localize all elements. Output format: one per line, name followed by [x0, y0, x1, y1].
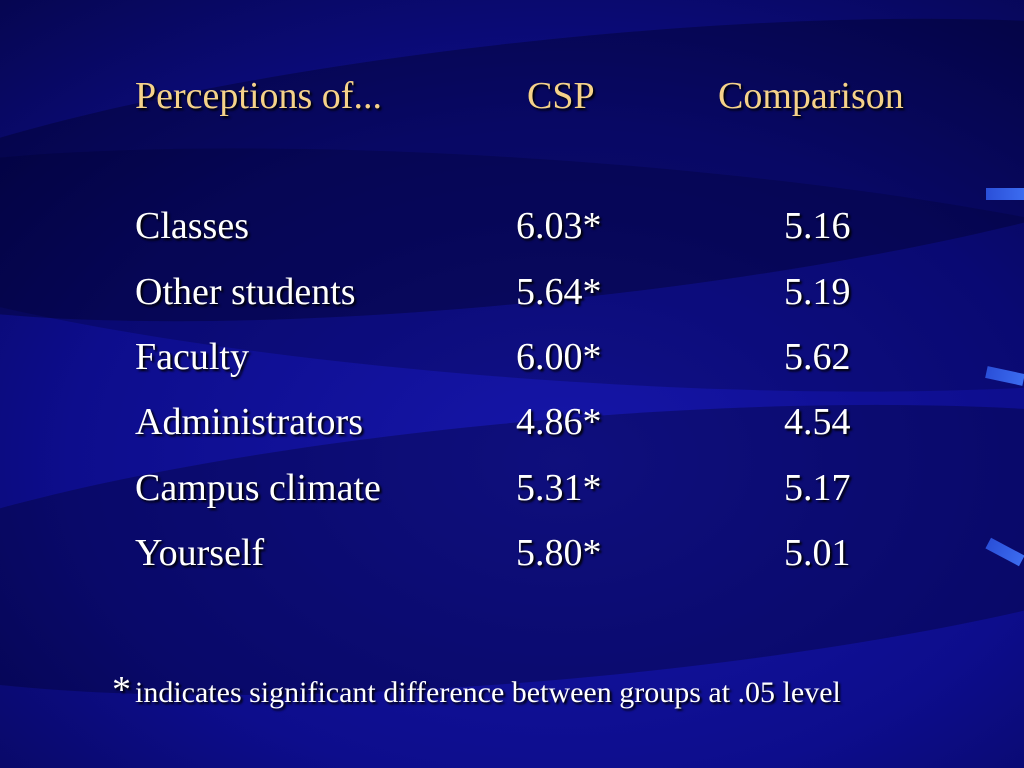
row-comparison-value: 5.62	[784, 336, 851, 378]
row-label: Administrators	[135, 401, 363, 443]
row-label: Faculty	[135, 336, 249, 378]
footnote-asterisk: *	[112, 669, 131, 711]
header-perceptions: Perceptions of...	[135, 75, 382, 117]
edge-accent-mark	[986, 188, 1024, 200]
row-label: Other students	[135, 271, 356, 313]
row-comparison-value: 5.19	[784, 271, 851, 313]
header-csp: CSP	[527, 75, 595, 117]
row-comparison-value: 5.16	[784, 205, 851, 247]
row-csp-value: 6.00*	[516, 336, 602, 378]
footnote-text: indicates significant difference between…	[135, 676, 841, 709]
row-label: Yourself	[135, 532, 265, 574]
row-csp-value: 5.80*	[516, 532, 602, 574]
row-comparison-value: 5.17	[784, 467, 851, 509]
row-label: Classes	[135, 205, 249, 247]
row-comparison-value: 5.01	[784, 532, 851, 574]
row-comparison-value: 4.54	[784, 401, 851, 443]
row-csp-value: 5.31*	[516, 467, 602, 509]
row-csp-value: 6.03*	[516, 205, 602, 247]
row-label: Campus climate	[135, 467, 381, 509]
row-csp-value: 4.86*	[516, 401, 602, 443]
row-csp-value: 5.64*	[516, 271, 602, 313]
footnote: * indicates significant difference betwe…	[112, 668, 841, 712]
header-comparison: Comparison	[718, 75, 904, 117]
